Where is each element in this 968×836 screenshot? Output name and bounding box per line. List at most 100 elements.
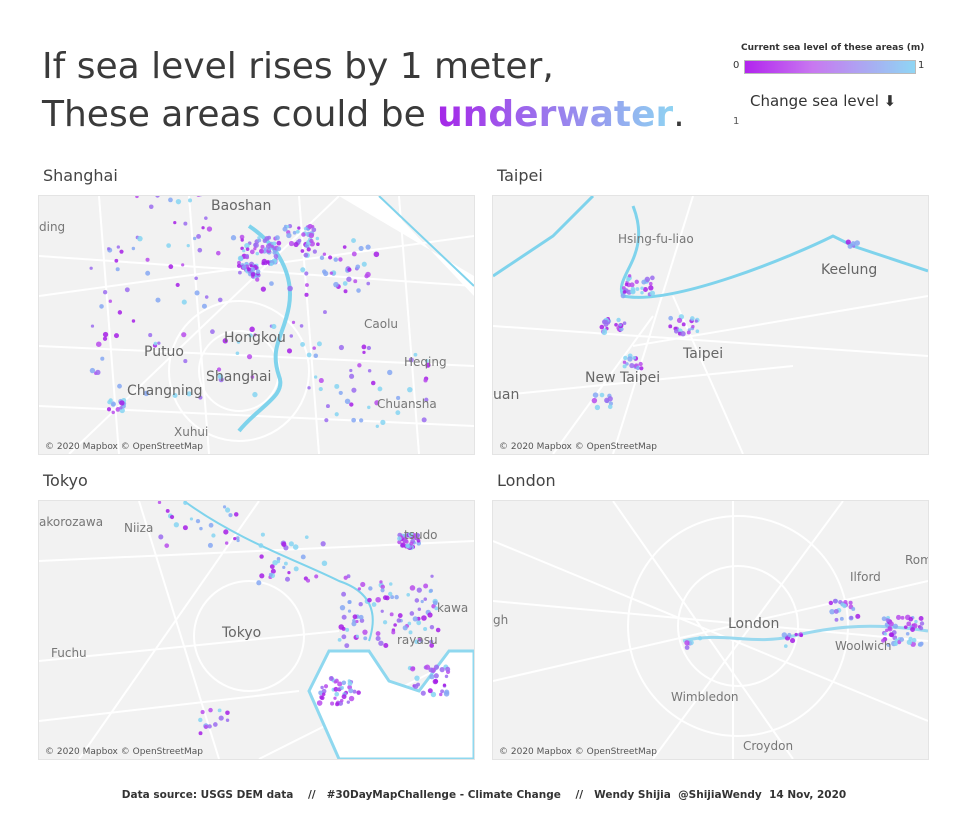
flood-point (380, 588, 385, 593)
flood-point (433, 673, 439, 679)
flood-point (230, 235, 237, 241)
flood-point (236, 536, 240, 540)
flood-point (375, 635, 381, 642)
flood-point (339, 604, 346, 611)
flood-point (358, 602, 363, 607)
flood-point (273, 253, 279, 259)
flood-point (206, 226, 213, 232)
flood-point (622, 360, 627, 364)
flood-point (145, 257, 150, 262)
flood-point (235, 351, 240, 356)
flood-point (639, 366, 644, 371)
flood-point (305, 283, 309, 287)
footer: Data source: USGS DEM data // #30DayMapC… (0, 789, 968, 801)
place-label: London (728, 616, 779, 632)
flood-point (351, 621, 357, 627)
flood-point (207, 724, 212, 729)
flood-point (284, 576, 291, 582)
flood-point (351, 417, 357, 423)
roads (493, 196, 928, 454)
flood-point (158, 534, 164, 540)
flood-point (435, 627, 441, 633)
flood-point (905, 631, 910, 636)
control-label[interactable]: Change sea level ⬇ (750, 92, 897, 110)
flood-point (192, 236, 197, 241)
flood-point (790, 638, 796, 644)
flood-point (342, 245, 347, 249)
flood-point (432, 600, 438, 606)
flood-point (630, 286, 636, 292)
flood-point (347, 267, 352, 272)
flood-point (365, 244, 371, 250)
flood-point (239, 234, 245, 240)
map-bg (493, 196, 928, 454)
footer-date: 14 Nov, 2020 (769, 789, 847, 801)
flood-point (854, 240, 861, 246)
flood-point (217, 297, 223, 303)
flood-point (390, 595, 395, 600)
flood-point (338, 344, 344, 351)
flood-point (255, 269, 261, 274)
flood-point (222, 505, 227, 509)
flood-point (119, 249, 124, 254)
flood-point (355, 264, 361, 270)
flood-point (188, 198, 193, 203)
map[interactable]: Hsing-fu-liao Keelung Taipei New Taipei … (492, 195, 929, 455)
map[interactable]: Baoshan ding Caolu Hongkou Putuo Heqing … (38, 195, 475, 455)
flood-point (644, 276, 651, 283)
flood-point (635, 365, 641, 371)
flood-point (341, 680, 347, 686)
flood-point (238, 270, 242, 275)
flood-point (195, 518, 201, 524)
flood-point (288, 240, 295, 247)
flood-point (389, 612, 394, 617)
flood-point (257, 238, 262, 243)
flood-point (439, 666, 445, 673)
flood-point (420, 599, 424, 604)
place-label: New Taipei (585, 370, 660, 386)
flood-point (282, 226, 288, 232)
flood-point (358, 245, 364, 251)
flood-point (627, 356, 633, 362)
flood-point (116, 245, 121, 249)
map-title: Taipei (497, 166, 543, 185)
flood-point (260, 532, 265, 537)
map[interactable]: Romf Ilford gh London Woolwich Wimbledon… (492, 500, 929, 760)
flood-point (255, 277, 260, 282)
flood-point (250, 375, 255, 379)
flood-point (250, 267, 256, 273)
flood-point (629, 282, 635, 288)
flood-point (684, 640, 690, 646)
place-label: Caolu (364, 317, 398, 331)
flood-point (189, 517, 194, 521)
flood-point (695, 329, 700, 334)
map[interactable]: akorozawa Niiza tsudo Tokyo kawa Fuchu r… (38, 500, 475, 760)
flood-point (269, 262, 274, 267)
flood-point (341, 634, 347, 640)
flood-point (917, 641, 923, 647)
flood-point (397, 536, 402, 541)
flood-point (119, 406, 123, 410)
flood-point (352, 689, 357, 694)
flood-point (374, 400, 380, 406)
flood-point (344, 643, 350, 649)
flood-point (186, 244, 190, 248)
flood-point (211, 533, 216, 538)
flood-point (318, 690, 323, 696)
flood-point (423, 597, 428, 601)
flood-point (430, 574, 434, 578)
flood-point (318, 386, 323, 392)
flood-point (620, 293, 626, 299)
control-value[interactable]: 1 (733, 116, 740, 127)
flood-point (111, 410, 115, 415)
flood-point (345, 627, 350, 632)
flood-point (225, 718, 230, 722)
flood-point (271, 323, 277, 330)
flood-point (119, 400, 125, 406)
flood-point (95, 369, 101, 376)
flood-point (413, 352, 418, 357)
flood-point (330, 701, 335, 706)
flood-point (676, 317, 683, 323)
flood-point (233, 512, 239, 517)
flood-point (366, 281, 371, 286)
